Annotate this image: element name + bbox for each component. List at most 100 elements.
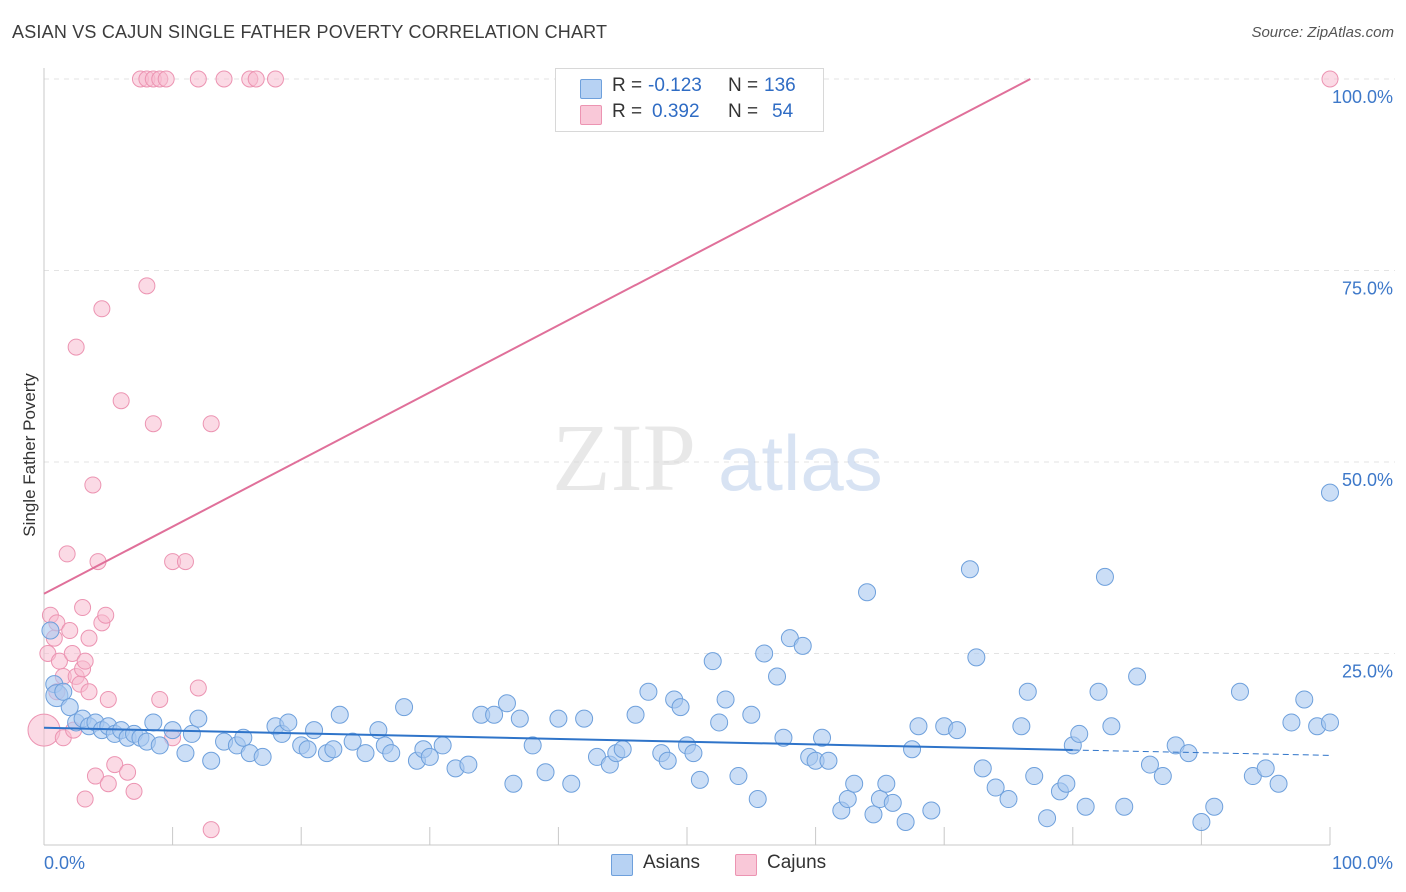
asian-point (60, 698, 79, 717)
asian-point (1321, 713, 1339, 732)
asian-point (671, 698, 690, 717)
asian-point (485, 705, 504, 724)
watermark-atlas: atlas (718, 419, 883, 507)
asian-point (382, 744, 401, 763)
asian-point (755, 644, 774, 663)
y-tick-label: 25.0% (1342, 662, 1393, 682)
r-label: R = (612, 101, 643, 122)
asian-point (523, 736, 542, 755)
y-tick-label: 50.0% (1342, 470, 1393, 490)
cajun-point (106, 756, 124, 774)
asian-point (343, 732, 362, 751)
cajun-swatch (735, 854, 757, 876)
cajun-point (99, 775, 117, 793)
asian-point (305, 721, 324, 740)
cajun-point (151, 690, 169, 708)
asian-point (768, 667, 787, 686)
asian-point (774, 728, 793, 747)
asian-point (1230, 682, 1249, 701)
source-label: Source: ZipAtlas.com (1251, 24, 1394, 41)
cajun-point (27, 713, 61, 747)
asian-point (54, 682, 73, 701)
asian-point (1282, 713, 1301, 732)
cajun-point (202, 821, 220, 839)
cajun-point (1321, 70, 1339, 88)
cajun-point (80, 683, 98, 701)
asian-point (960, 560, 979, 579)
asian-point (948, 721, 967, 740)
asian-point (864, 805, 883, 824)
asian-point (356, 744, 375, 763)
cajun-point (266, 70, 284, 88)
asian-point (298, 740, 317, 759)
asian-point (324, 740, 343, 759)
y-tick-label: 75.0% (1342, 279, 1393, 299)
asians-label: Asians (643, 852, 701, 873)
asian-point (716, 690, 735, 709)
asian-point (1321, 483, 1339, 502)
asian-point (433, 736, 452, 755)
cajun-point (80, 629, 98, 647)
asian-point (877, 774, 896, 793)
cajun-point (125, 782, 143, 800)
asian-point (845, 774, 864, 793)
asian-swatch (611, 854, 633, 876)
y-tick-label: 100.0% (1332, 87, 1393, 107)
asian-point (922, 801, 941, 820)
asian-point (575, 709, 594, 728)
asian-point (1018, 682, 1037, 701)
asian-point (903, 740, 922, 759)
cajun-point (93, 300, 111, 318)
r-value: -0.123 (648, 75, 702, 96)
asian-point (1057, 774, 1076, 793)
x-tick-label: 100.0% (1332, 853, 1393, 873)
cajun-point (74, 599, 92, 617)
asian-point (150, 736, 169, 755)
asian-point (748, 790, 767, 809)
cajun-point (76, 652, 94, 670)
asian-point (819, 751, 838, 770)
asian-point (497, 694, 516, 713)
asian-point (1205, 797, 1224, 816)
asian-point (1153, 767, 1172, 786)
asian-point (189, 709, 208, 728)
asian-point (1102, 717, 1121, 736)
asian-point (1115, 797, 1134, 816)
asian-point (1192, 813, 1211, 832)
cajun-point (84, 476, 102, 494)
asian-point (986, 778, 1005, 797)
cajun-point (202, 415, 220, 433)
cajun-point (138, 277, 156, 295)
asian-point (395, 698, 414, 717)
cajun-point (67, 338, 85, 356)
asian-point (909, 717, 928, 736)
asian-point (1269, 774, 1288, 793)
cajun-point (189, 679, 207, 697)
tick-labels: 25.0% 50.0% 75.0% 100.0% 0.0% 100.0% (44, 87, 1393, 873)
asian-point (41, 621, 60, 640)
cajun-swatch (580, 105, 602, 125)
n-value: 54 (772, 101, 794, 122)
asian-point (793, 636, 812, 655)
asian-point (182, 724, 201, 743)
asian-point (279, 713, 298, 732)
asian-point (234, 728, 253, 747)
asian-point (1256, 759, 1275, 778)
asian-point (813, 728, 832, 747)
asian-point (549, 709, 568, 728)
asian-trendline-extension (1072, 749, 1331, 756)
cajun-point (61, 622, 79, 640)
asian-point (1038, 809, 1057, 828)
asian-point (1012, 717, 1031, 736)
asian-point (883, 793, 902, 812)
asian-point (330, 705, 349, 724)
cajun-point (112, 392, 130, 410)
asian-point (1070, 724, 1089, 743)
cajun-point (63, 645, 81, 662)
asian-point (510, 709, 529, 728)
asian-point (729, 767, 748, 786)
asian-point (710, 713, 729, 732)
cajun-point (119, 763, 137, 781)
asian-point (420, 747, 439, 766)
